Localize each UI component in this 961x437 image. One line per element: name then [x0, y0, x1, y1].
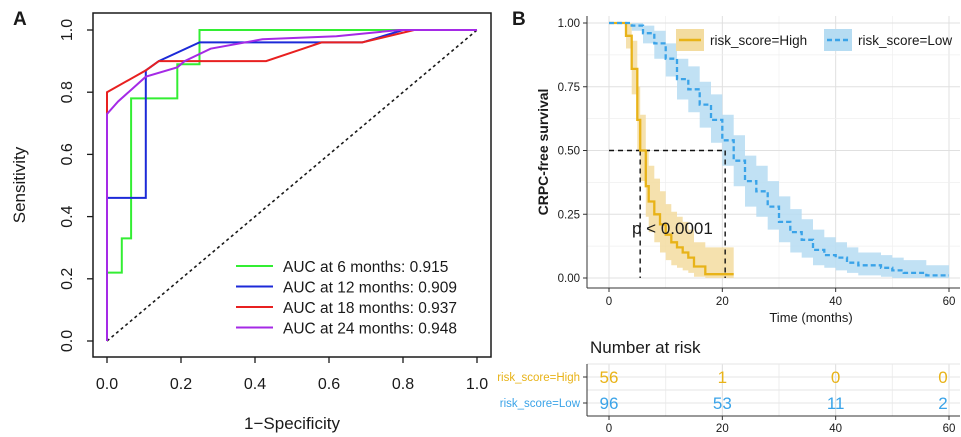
risk-cell-value: 2 — [938, 394, 947, 413]
roc-x-tick-label: 0.6 — [318, 376, 340, 393]
km-legend-label: risk_score=Low — [858, 33, 952, 48]
risk-cell-value: 1 — [718, 368, 727, 387]
roc-x-tick-label: 1.0 — [466, 376, 488, 393]
roc-legend-label: AUC at 6 months: 0.915 — [283, 259, 448, 276]
km-legend: risk_score=High risk_score=Low — [676, 29, 952, 51]
risk-cell-value: 11 — [827, 394, 845, 413]
km-y-axis-label: CRPC-free survival — [535, 89, 551, 216]
roc-line-auc-at-18-months-0-937 — [106, 29, 477, 341]
km-curve-risk-score-high — [609, 21, 734, 276]
km-axis-ticks: 0 20 40 60 0.00 0.25 0.50 0.75 1.00 — [558, 18, 956, 308]
km-survival-curves — [609, 21, 949, 277]
risk-table-cells: risk_score=High 56 1 0 0 risk_score=Low 96 53 11… — [497, 368, 948, 413]
km-curve-risk-score-low — [609, 21, 949, 277]
km-gridlines — [587, 16, 960, 288]
risk-cell-value: 0 — [938, 368, 947, 387]
roc-x-axis-label: 1−Specificity — [244, 414, 340, 433]
panel-label-a: A — [13, 9, 27, 30]
roc-panel: A 0.0 0.2 0.4 0.6 0.8 1.0 0.0 0.2 0.4 0.6 0.8 1.0 1… — [10, 9, 492, 433]
panel-label-b: B — [512, 9, 526, 30]
km-x-axis-label: Time (months) — [769, 310, 852, 325]
roc-series-lines — [106, 29, 477, 341]
km-x-tick-label: 20 — [716, 296, 729, 308]
risk-cell-value: 0 — [831, 368, 840, 387]
km-plot-area — [587, 16, 960, 288]
roc-plot-frame — [92, 12, 492, 358]
roc-legend-label: AUC at 12 months: 0.909 — [283, 280, 457, 297]
risk-cell-value: 53 — [713, 394, 732, 413]
roc-x-tick-label: 0.0 — [96, 376, 118, 393]
km-y-tick-label: 0.50 — [558, 146, 580, 158]
roc-x-tick-label: 0.4 — [244, 376, 266, 393]
km-median-lines — [609, 149, 726, 278]
p-value-annotation: p < 0.0001 — [632, 219, 713, 238]
roc-legend: AUC at 6 months: 0.915 AUC at 12 months: … — [236, 259, 457, 338]
roc-y-tick-label: 1.0 — [59, 19, 76, 41]
roc-legend-label: AUC at 18 months: 0.937 — [283, 300, 457, 317]
roc-y-tick-label: 0.2 — [59, 268, 76, 290]
risk-table-grid: 0 20 40 60 — [583, 363, 960, 435]
roc-x-tick-label: 0.2 — [170, 376, 192, 393]
km-x-tick-label: 60 — [943, 296, 956, 308]
risk-x-tick-label: 20 — [716, 423, 729, 435]
km-legend-label: risk_score=High — [710, 33, 807, 48]
roc-legend-label: AUC at 24 months: 0.948 — [283, 321, 457, 338]
roc-y-axis-label: Sensitivity — [10, 146, 29, 223]
risk-row-label: risk_score=High — [497, 372, 580, 384]
roc-axis-ticks: 0.0 0.2 0.4 0.6 0.8 1.0 0.0 0.2 0.4 0.6 0.8 1.0 — [59, 19, 488, 393]
roc-x-tick-label: 0.8 — [392, 376, 414, 393]
km-y-tick-label: 1.00 — [558, 18, 580, 30]
roc-line-auc-at-6-months-0-915 — [106, 29, 477, 341]
km-x-tick-label: 40 — [829, 296, 842, 308]
roc-line-auc-at-24-months-0-948 — [106, 29, 477, 341]
km-y-tick-label: 0.75 — [558, 82, 580, 94]
risk-table-title: Number at risk — [590, 338, 701, 357]
risk-cell-value: 56 — [600, 368, 619, 387]
roc-y-tick-label: 0.0 — [59, 330, 76, 352]
number-at-risk-table: Number at risk 0 20 40 60 risk_score=High 56… — [497, 338, 960, 435]
risk-x-tick-label: 60 — [943, 423, 956, 435]
km-x-tick-label: 0 — [606, 296, 612, 308]
roc-y-tick-label: 0.6 — [59, 143, 76, 165]
risk-cell-value: 96 — [600, 394, 619, 413]
km-band-risk-score-high — [609, 23, 734, 278]
risk-x-tick-label: 40 — [829, 423, 842, 435]
roc-y-tick-label: 0.4 — [59, 205, 76, 227]
km-confidence-bands — [609, 23, 949, 278]
km-panel: B 0 20 40 60 0.00 0.25 0.50 0.75 1.00 p < 0.0001… — [512, 9, 960, 325]
km-y-tick-label: 0.25 — [558, 209, 580, 221]
km-y-tick-label: 0.00 — [558, 273, 580, 285]
risk-row-label: risk_score=Low — [500, 398, 581, 410]
km-band-risk-score-low — [609, 23, 949, 278]
roc-y-tick-label: 0.8 — [59, 81, 76, 103]
reference-diagonal-line — [106, 29, 478, 342]
risk-x-tick-label: 0 — [606, 423, 612, 435]
